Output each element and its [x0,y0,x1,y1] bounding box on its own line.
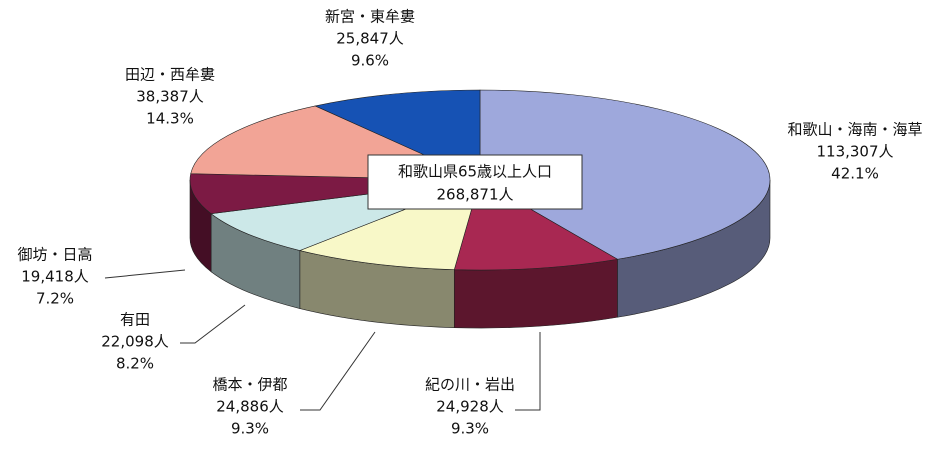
slice-label: 和歌山・海南・海草 [787,121,922,139]
percent-label: 9.6% [351,52,389,70]
percent-label: 9.3% [231,420,269,438]
slice-label: 新宮・東牟婁 [325,8,415,26]
value-label: 19,418人 [21,268,89,286]
percent-label: 14.3% [146,110,194,128]
center-total: 268,871人 [436,186,513,204]
slice-label: 田辺・西牟婁 [125,66,215,84]
value-label: 24,886人 [216,398,284,416]
center-title: 和歌山県65歳以上人口 [398,163,552,181]
value-label: 113,307人 [816,143,893,161]
slice-label: 御坊・日高 [17,246,92,264]
leader-line [104,269,186,279]
slice [479,89,771,260]
leader-line [180,304,246,344]
leader-line [300,331,376,411]
value-label: 24,928人 [436,398,504,416]
value-label: 38,387人 [136,88,204,106]
percent-label: 9.3% [451,420,489,438]
slice-label: 有田 [120,311,150,329]
slice-label: 橋本・伊都 [212,376,287,394]
leader-line [515,332,541,411]
percent-label: 42.1% [831,165,879,183]
slice-label: 紀の川・岩出 [425,376,515,394]
value-label: 25,847人 [336,30,404,48]
center-box [367,154,583,210]
value-label: 22,098人 [101,333,169,351]
percent-label: 8.2% [116,355,154,373]
percent-label: 7.2% [36,290,74,308]
